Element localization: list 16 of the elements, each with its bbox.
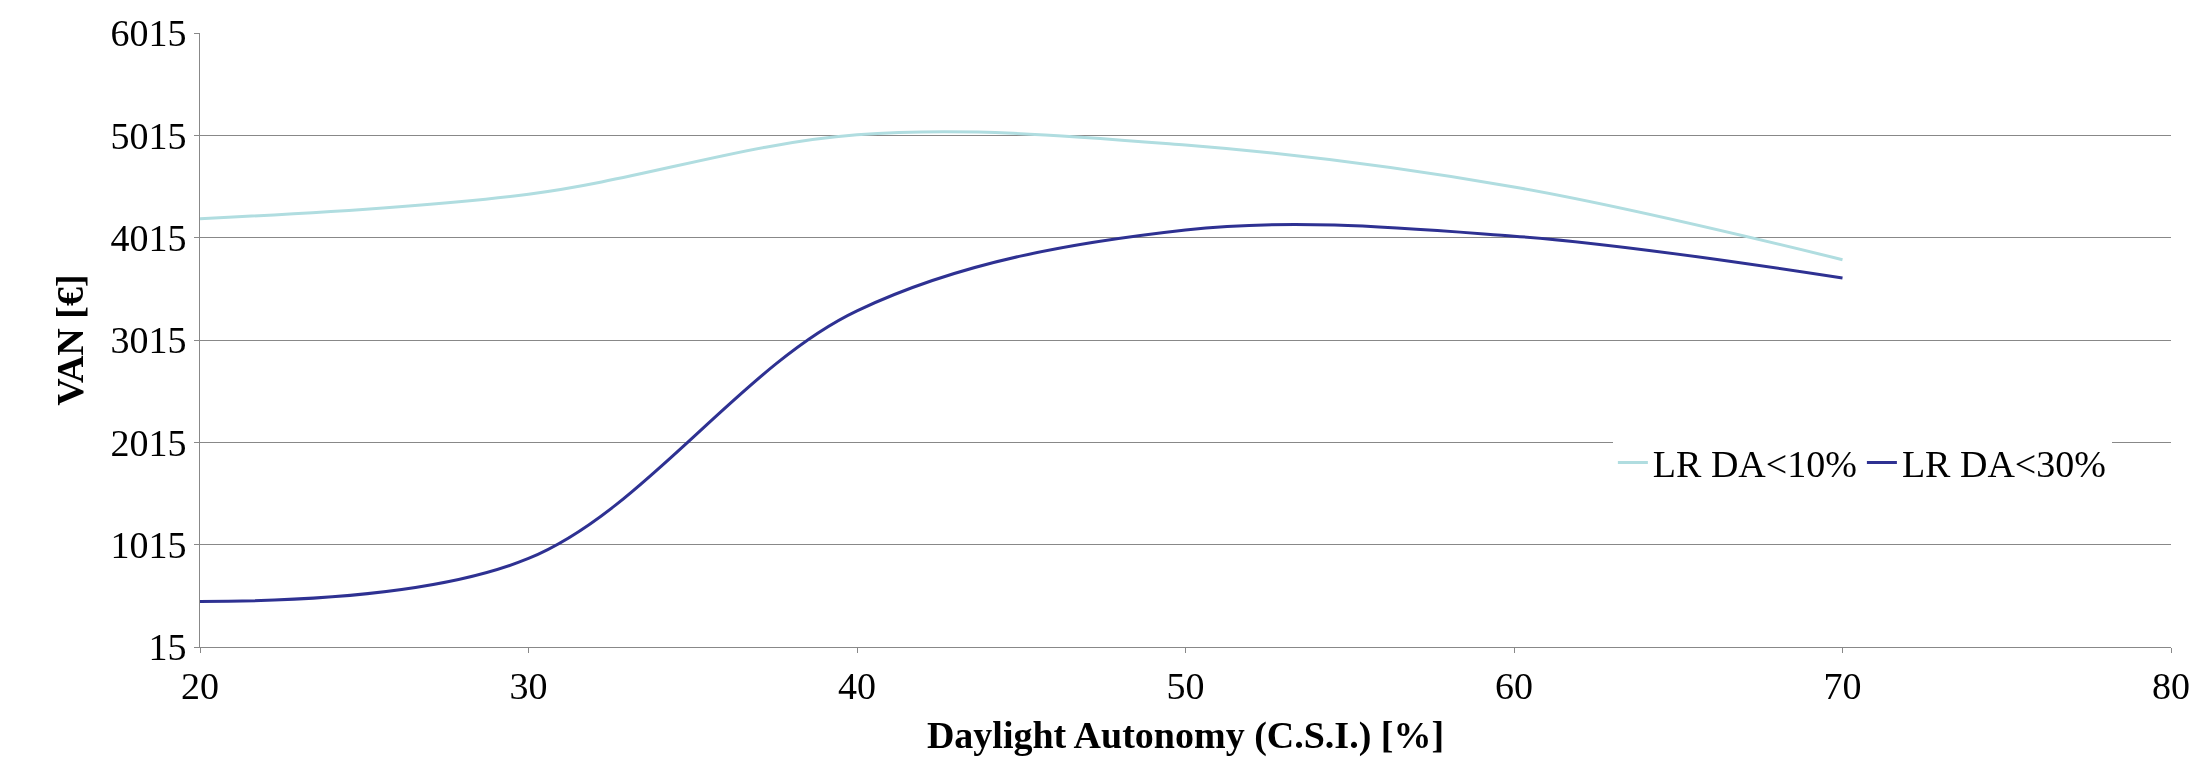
x-tick-label: 40 <box>838 664 876 707</box>
legend-label: LR DA<30% <box>1901 443 2106 486</box>
x-tick-label: 60 <box>1495 664 1533 707</box>
x-tick-label: 30 <box>509 664 548 707</box>
y-tick-label: 4015 <box>110 216 187 259</box>
y-axis-title: VAN [€] <box>48 274 91 406</box>
y-tick-label: 5015 <box>110 114 187 157</box>
x-tick-label: 70 <box>1823 664 1862 707</box>
y-tick-label: 6015 <box>110 12 187 55</box>
y-tick-label: 3015 <box>110 319 187 362</box>
x-tick-label: 80 <box>2152 664 2190 707</box>
x-axis-title: Daylight Autonomy (C.S.I.) [%] <box>926 713 1445 757</box>
y-tick-label: 1015 <box>110 523 187 566</box>
y-tick-label: 2015 <box>110 421 187 464</box>
legend-label: LR DA<10% <box>1652 443 1857 486</box>
x-tick-label: 50 <box>1166 664 1205 707</box>
